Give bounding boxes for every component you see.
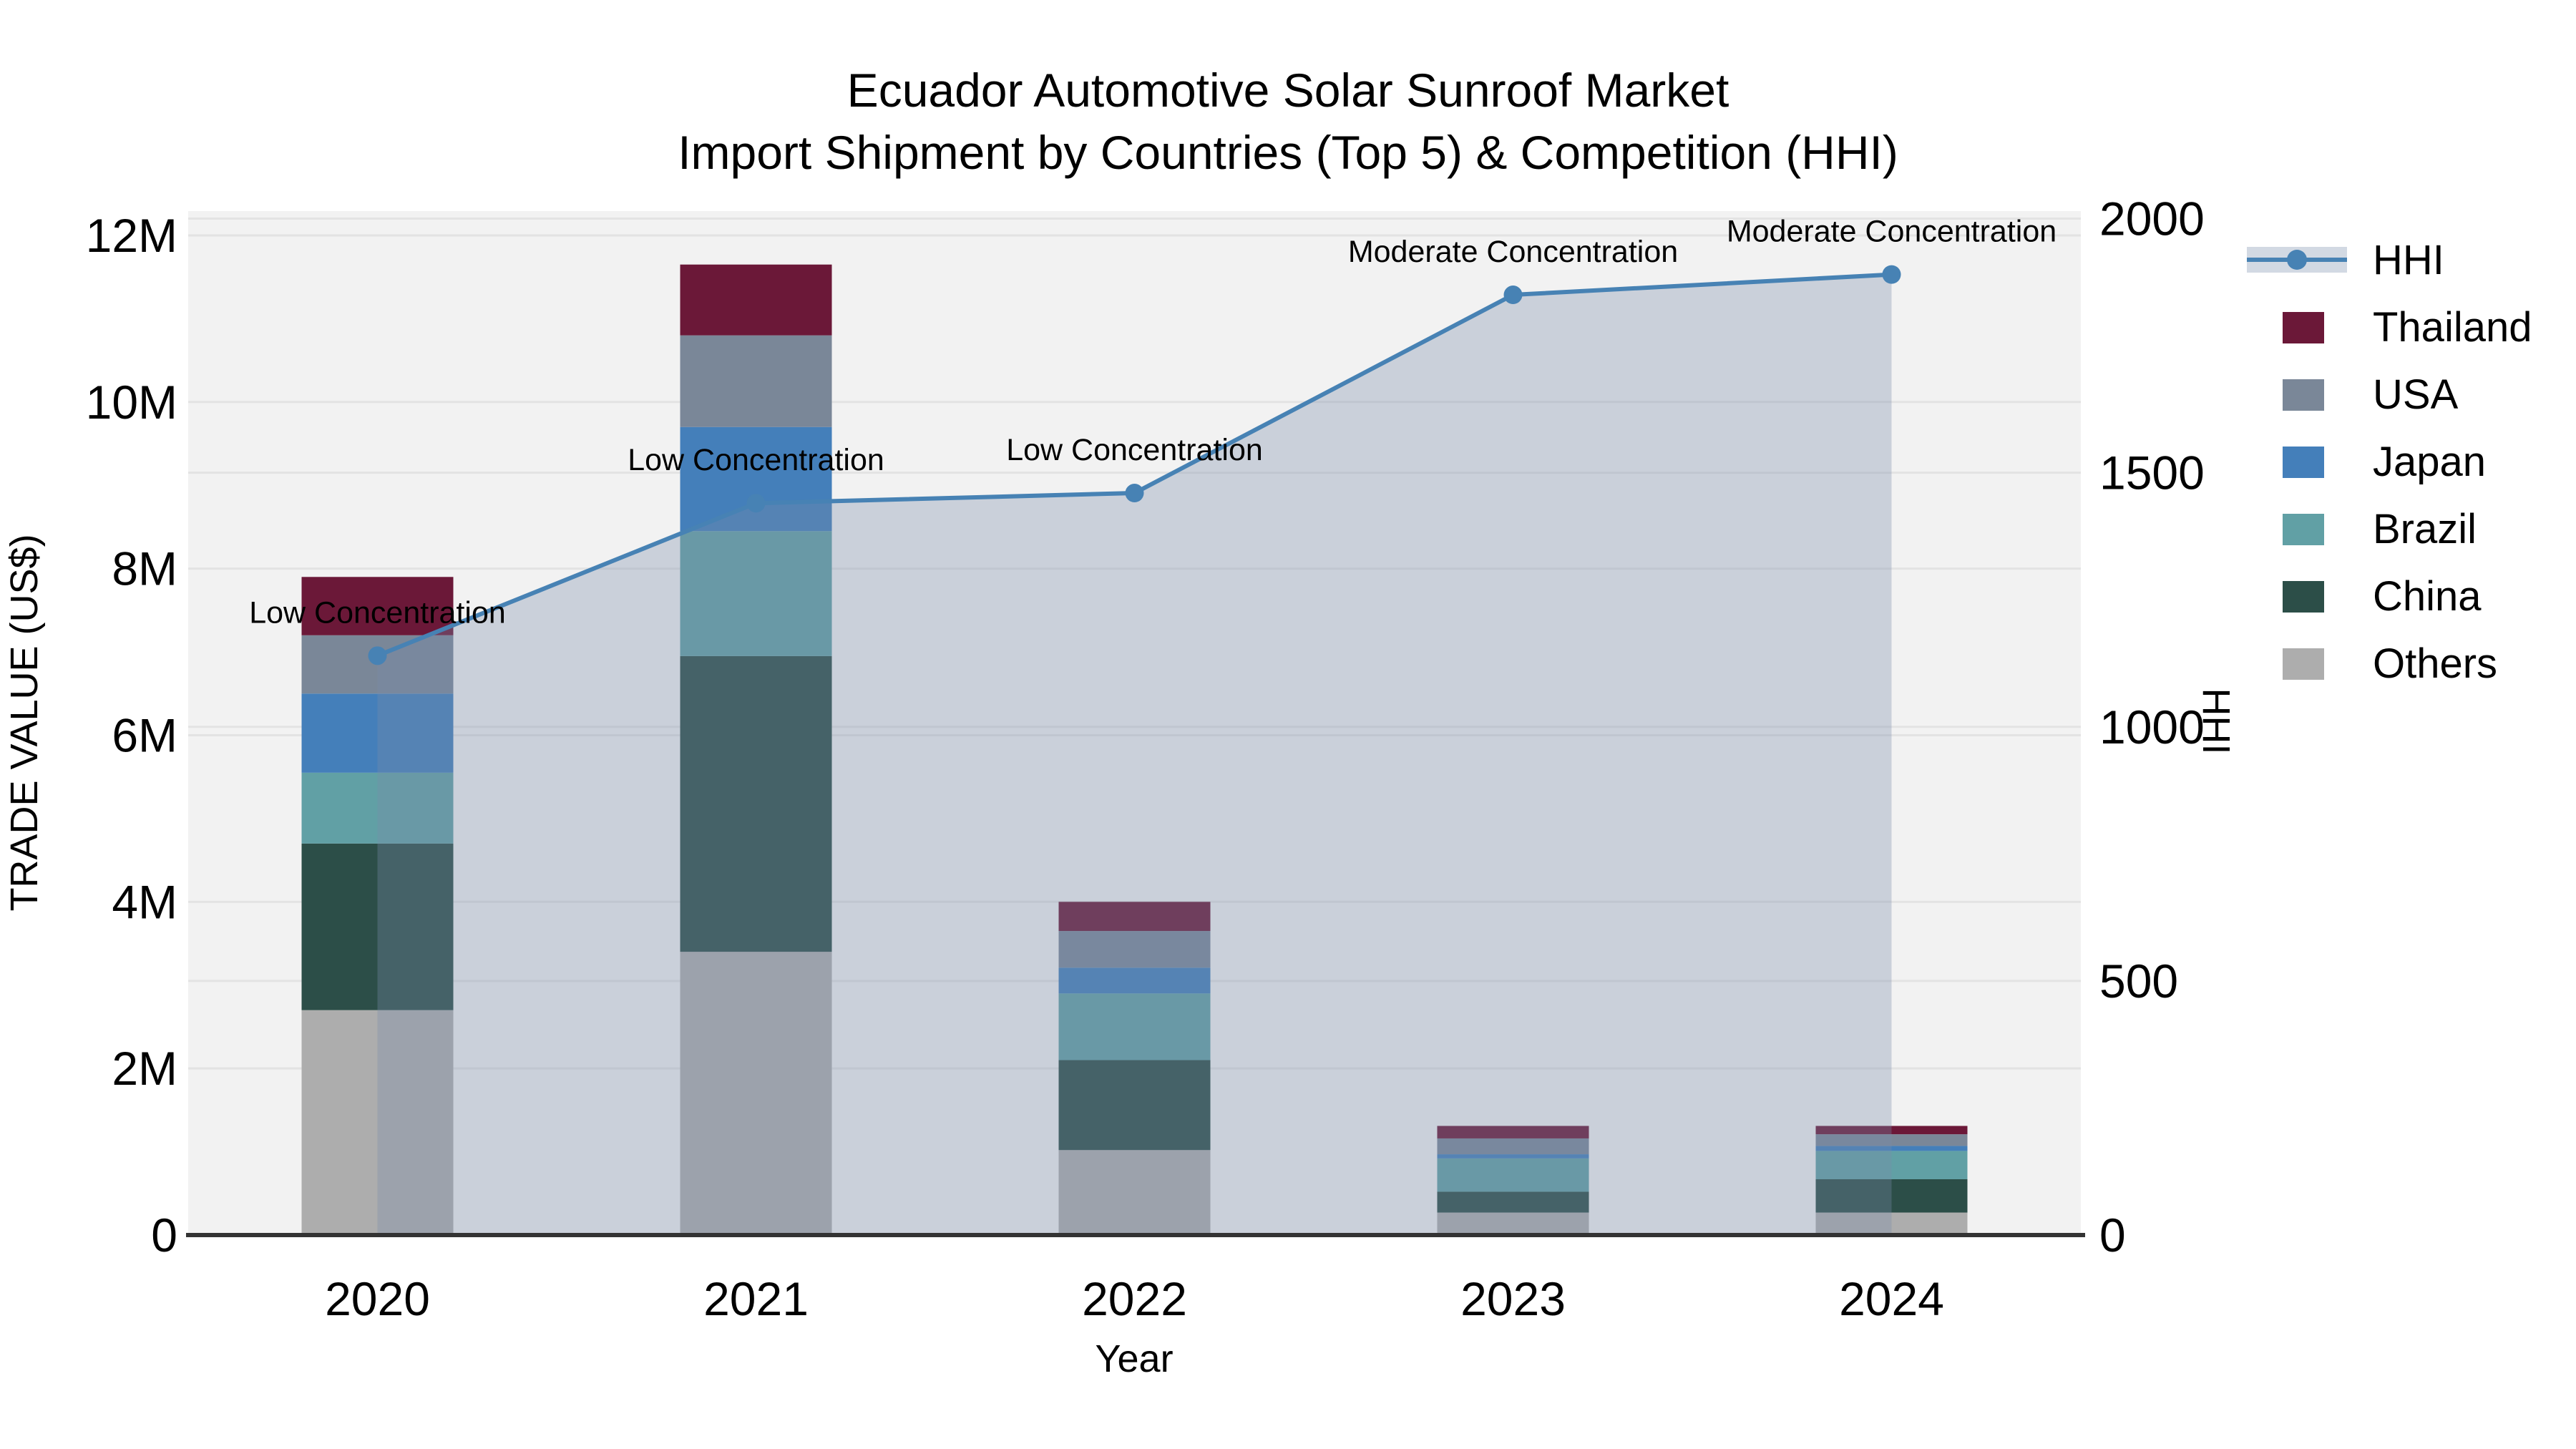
y-right-tick-label: 0 [2099,1209,2126,1262]
bar-segment-japan-2020 [301,693,454,773]
bar-segment-thailand-2022 [1058,902,1211,932]
bar-segment-usa-2021 [680,335,832,427]
hhi-annotation-2023: Moderate Concentration [1348,235,1678,269]
hhi-annotation-2020: Low Concentration [249,595,506,630]
legend-item-japan[interactable]: Japan [2247,439,2532,485]
legend-label: China [2373,572,2482,620]
hhi-annotation-2021: Low Concentration [628,443,884,477]
bar-segment-japan-2022 [1058,967,1211,994]
bar-segment-others-2020 [301,1010,454,1235]
hhi-marker-2024 [1882,265,1901,284]
y-left-tick-label: 12M [86,209,177,262]
hhi-area-fill [377,274,1892,1236]
bar-segment-brazil-2020 [301,772,454,844]
y-right-tick-label: 2000 [2099,192,2205,245]
bar-segment-others-2021 [680,952,832,1235]
legend-item-hhi[interactable]: HHI [2247,237,2532,283]
x-axis-title: Year [1095,1337,1174,1380]
color-swatch-icon [2247,306,2354,348]
legend-item-china[interactable]: China [2247,572,2532,620]
bar-segment-brazil-2024 [1815,1151,1968,1179]
chart-title-line1: Ecuador Automotive Solar Sunroof Market [847,64,1729,117]
y-left-tick-label: 8M [112,542,177,595]
bar-segment-japan-2024 [1815,1146,1968,1151]
legend-label: HHI [2373,236,2444,283]
bar-segment-thailand-2021 [680,264,832,336]
y-right-tick-label: 500 [2099,955,2178,1008]
color-swatch-icon [2247,575,2354,617]
bar-segment-thailand-2020 [301,577,454,635]
y-left-tick-label: 2M [112,1042,177,1095]
y-left-tick-label: 6M [112,708,177,761]
legend-item-thailand[interactable]: Thailand [2247,303,2532,351]
hhi-marker-2021 [746,494,766,513]
bar-segment-china-2023 [1437,1191,1589,1213]
y-left-tick-label: 0 [151,1209,177,1262]
hhi-marker-2023 [1503,286,1523,305]
hhi-marker-2022 [1125,484,1144,503]
hhi-line-swatch-icon [2247,239,2354,280]
y-axis-title-right: HHI [2195,688,2238,755]
x-tick-label: 2020 [325,1272,430,1325]
y-axis-title-left: TRADE VALUE (US$) [3,534,46,912]
x-tick-label: 2023 [1460,1272,1566,1325]
legend-item-usa[interactable]: USA [2247,371,2532,418]
y-right-tick-label: 1500 [2099,447,2205,499]
bar-segment-usa-2022 [1058,931,1211,968]
bar-segment-usa-2024 [1815,1134,1968,1146]
color-swatch-icon [2247,374,2354,415]
legend-label: Brazil [2373,505,2477,552]
hhi-marker-2020 [368,646,387,665]
legend: HHI Thailand USA Japan Brazil China Others [2247,237,2532,687]
bar-segment-others-2022 [1058,1150,1211,1235]
legend-item-brazil[interactable]: Brazil [2247,505,2532,552]
bar-segment-others-2024 [1815,1212,1968,1235]
color-swatch-icon [2247,508,2354,550]
bar-segment-thailand-2023 [1437,1126,1589,1138]
legend-label: Japan [2373,438,2487,485]
bar-segment-usa-2023 [1437,1138,1589,1155]
color-swatch-icon [2247,441,2354,482]
legend-label: Thailand [2373,303,2532,351]
hhi-annotation-2022: Low Concentration [1006,433,1263,467]
bar-segment-brazil-2022 [1058,993,1211,1060]
chart-title-line2: Import Shipment by Countries (Top 5) & C… [678,126,1898,179]
x-tick-label: 2022 [1082,1272,1187,1325]
bar-segment-brazil-2023 [1437,1158,1589,1192]
bar-segment-thailand-2024 [1815,1126,1968,1135]
legend-label: USA [2373,371,2459,418]
legend-label: Others [2373,640,2498,687]
hhi-annotation-2024: Moderate Concentration [1727,215,2057,249]
y-left-tick-label: 10M [86,376,177,429]
y-right-tick-label: 1000 [2099,701,2205,753]
bar-segment-japan-2021 [680,426,832,532]
x-tick-label: 2021 [703,1272,809,1325]
legend-item-others[interactable]: Others [2247,640,2532,687]
y-left-tick-label: 4M [112,875,177,928]
bar-segment-others-2023 [1437,1212,1589,1235]
x-tick-label: 2024 [1839,1272,1944,1325]
bar-segment-china-2022 [1058,1060,1211,1151]
bar-segment-china-2024 [1815,1179,1968,1213]
bar-segment-japan-2023 [1437,1154,1589,1158]
color-swatch-icon [2247,643,2354,684]
bar-segment-china-2021 [680,655,832,952]
bar-segment-china-2020 [301,843,454,1010]
bar-segment-brazil-2021 [680,531,832,656]
